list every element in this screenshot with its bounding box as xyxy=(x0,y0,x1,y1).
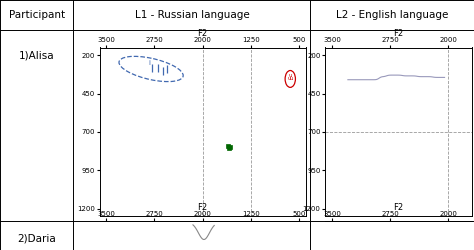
X-axis label: F2: F2 xyxy=(393,29,403,38)
X-axis label: F2: F2 xyxy=(393,203,403,212)
X-axis label: F2: F2 xyxy=(198,203,208,212)
Text: L2 - English language: L2 - English language xyxy=(336,10,448,20)
X-axis label: F2: F2 xyxy=(198,29,208,38)
Text: 1)Alisa: 1)Alisa xyxy=(19,50,55,60)
Text: u: u xyxy=(288,76,291,82)
Text: 2)Daria: 2)Daria xyxy=(18,234,56,244)
Text: i: i xyxy=(149,60,151,66)
Text: u: u xyxy=(289,76,292,81)
Text: Participant: Participant xyxy=(9,10,65,20)
Text: u: u xyxy=(288,74,292,78)
Text: L1 - Russian language: L1 - Russian language xyxy=(135,10,249,20)
